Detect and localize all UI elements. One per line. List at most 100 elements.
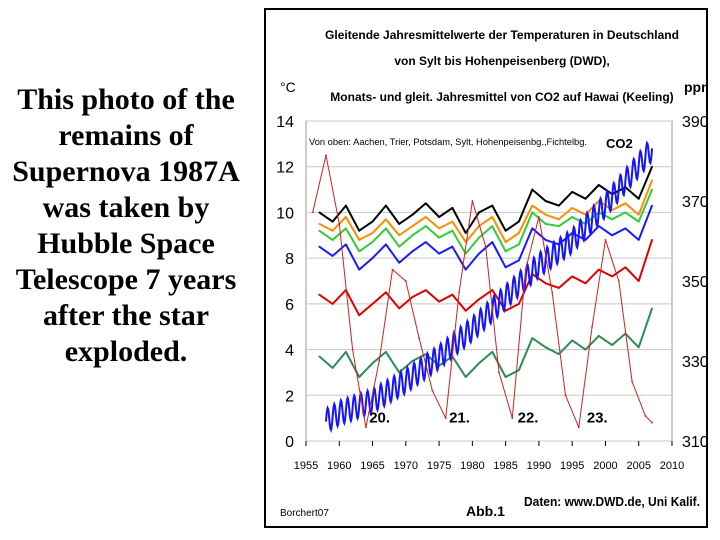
data-point-sunspots (325, 154, 327, 157)
data-point-aachen (518, 220, 520, 223)
data-point-aachen (385, 204, 387, 207)
data-point-potsdam (624, 211, 627, 214)
data-point-co2 (504, 296, 507, 298)
data-point-sunspots (471, 200, 474, 202)
footer-left-text: Borchert07 (280, 508, 329, 519)
data-point-sunspots (351, 348, 354, 351)
solar-cycle-label: 21. (449, 410, 470, 427)
footer-center-text: Abb.1 (466, 503, 505, 519)
data-point-potsdam (385, 227, 387, 230)
y-right-tick-label: 330 (682, 354, 706, 371)
series-co2 (325, 140, 653, 433)
data-point-sylt (331, 255, 334, 257)
data-point-fichtelberg (478, 362, 480, 365)
x-tick-label: 1995 (560, 460, 584, 472)
series-line-fichtelberg (318, 308, 653, 378)
data-point-trier (518, 232, 520, 234)
solar-cycle-labels: 20. 21. 22. 23. (369, 410, 607, 427)
x-tick-label: 2000 (593, 460, 617, 472)
data-point-fichtelberg (518, 369, 520, 371)
data-point-sylt (531, 227, 534, 230)
data-point-potsdam (478, 236, 480, 239)
data-point-hohenpeissenberg (571, 275, 574, 278)
data-point-sylt (611, 234, 613, 237)
data-point-potsdam (518, 243, 520, 246)
data-point-hohenpeissenberg (597, 268, 600, 271)
data-point-trier (624, 202, 627, 205)
x-tick-label: 1970 (394, 460, 418, 472)
data-point-trier (358, 239, 361, 241)
data-point-potsdam (424, 225, 427, 228)
data-point-potsdam (637, 220, 640, 223)
y-left-tick-label: 8 (285, 251, 294, 268)
data-point-fichtelberg (331, 367, 334, 369)
data-point-sylt (491, 241, 494, 244)
data-point-fichtelberg (531, 337, 534, 339)
axis-ticks: 0 2 4 6 8 10 12 14 310 330 350 370 390 1955 1960 1965 19… (276, 114, 709, 472)
data-point-trier (371, 232, 374, 234)
data-point-sylt (385, 243, 387, 246)
y-left-tick-label: 12 (276, 160, 294, 177)
data-point-aachen (558, 204, 560, 207)
data-point-fichtelberg (491, 351, 494, 353)
chart-title-line-1: Gleitende Jahresmittelwerte der Temperat… (325, 28, 679, 42)
data-point-sylt (438, 252, 440, 255)
data-point-aachen (531, 188, 534, 191)
data-point-sunspots (404, 280, 407, 282)
data-point-co2 (325, 420, 327, 422)
data-point-trier (451, 220, 454, 223)
footer-right-text: Daten: www.DWD.de, Uni Kalif. (524, 494, 700, 509)
data-point-sylt (451, 245, 454, 248)
chart-svg: Gleitende Jahresmittelwerte der Temperat… (276, 28, 713, 519)
data-point-hohenpeissenberg (451, 293, 454, 296)
y-right-tick-label: 390 (682, 114, 706, 131)
y-left-tick-label: 4 (285, 343, 294, 360)
data-point-hohenpeissenberg (331, 303, 334, 305)
data-point-potsdam (411, 234, 414, 237)
data-point-potsdam (491, 225, 494, 228)
series-line-hohenpeissenberg (318, 239, 653, 317)
data-point-hohenpeissenberg (358, 314, 361, 317)
data-point-sunspots (564, 394, 567, 397)
data-point-sunspots (311, 211, 314, 214)
data-point-fichtelberg (385, 351, 387, 353)
data-point-sunspots (511, 417, 514, 419)
data-point-sylt (318, 245, 321, 248)
data-point-potsdam (611, 218, 613, 221)
data-point-sunspots (631, 380, 633, 383)
data-point-aachen (478, 211, 480, 214)
data-point-sylt (345, 243, 347, 246)
data-point-potsdam (504, 250, 507, 253)
data-point-co2 (371, 400, 374, 402)
y-left-tick-label: 2 (285, 388, 294, 405)
x-tick-label: 1990 (527, 460, 551, 472)
data-point-sunspots (651, 421, 653, 424)
series-line-potsdam (318, 189, 653, 255)
data-point-potsdam (531, 211, 534, 214)
data-point-sylt (624, 227, 627, 230)
data-point-aachen (504, 229, 507, 232)
temperature-co2-chart: Gleitende Jahresmittelwerte der Temperat… (264, 8, 714, 528)
data-point-fichtelberg (544, 346, 547, 349)
data-point-co2 (404, 380, 407, 382)
data-point-hohenpeissenberg (385, 291, 387, 294)
y-left-tick-label: 0 (285, 434, 294, 451)
data-point-fichtelberg (651, 307, 653, 310)
y-left-tick-label: 14 (276, 114, 294, 131)
data-point-aachen (424, 202, 427, 205)
solar-cycle-label: 23. (587, 410, 608, 427)
series-line-co2 (325, 140, 653, 433)
data-point-aachen (637, 197, 640, 200)
data-point-fichtelberg (371, 362, 374, 365)
data-point-aachen (371, 220, 374, 223)
data-point-sylt (371, 257, 374, 259)
data-point-aachen (438, 216, 440, 218)
data-point-trier (571, 207, 574, 209)
data-point-fichtelberg (558, 353, 560, 355)
data-point-sunspots (577, 426, 580, 429)
data-point-potsdam (398, 245, 401, 248)
data-point-trier (398, 234, 401, 237)
data-point-hohenpeissenberg (318, 293, 321, 296)
data-point-hohenpeissenberg (558, 287, 560, 289)
data-point-aachen (345, 204, 347, 207)
